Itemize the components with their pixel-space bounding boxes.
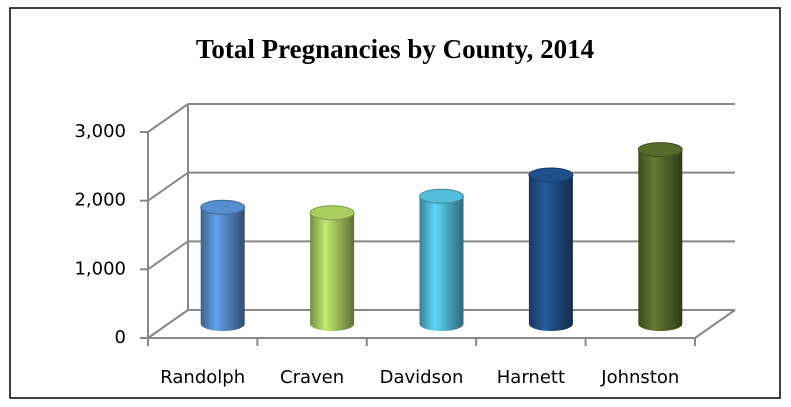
bar bbox=[419, 196, 464, 332]
y-tick-label: 1,000 bbox=[74, 258, 126, 279]
bar bbox=[310, 212, 355, 332]
bar bbox=[528, 174, 573, 332]
floor-edge bbox=[694, 309, 736, 339]
x-tick-label: Davidson bbox=[380, 367, 464, 388]
x-tick-label: Harnett bbox=[497, 367, 565, 388]
chart-title: Total Pregnancies by County, 2014 bbox=[196, 34, 594, 64]
y-tick-label: 2,000 bbox=[74, 190, 126, 211]
grid-line bbox=[147, 309, 189, 339]
bar bbox=[200, 207, 245, 332]
x-tick-label: Johnston bbox=[600, 367, 679, 388]
grid-line bbox=[147, 240, 189, 271]
grid-line bbox=[147, 103, 189, 133]
bar-top bbox=[528, 167, 574, 183]
x-tick-label: Randolph bbox=[160, 367, 245, 388]
bar bbox=[638, 149, 683, 332]
x-tick-label: Craven bbox=[280, 367, 344, 388]
grid-line bbox=[147, 171, 189, 202]
bar-top bbox=[637, 142, 683, 158]
bar-top bbox=[200, 199, 246, 215]
bar-top bbox=[309, 205, 355, 221]
y-tick-label: 3,000 bbox=[74, 121, 126, 142]
y-tick-label: 0 bbox=[115, 327, 126, 348]
bar-top bbox=[419, 188, 464, 204]
